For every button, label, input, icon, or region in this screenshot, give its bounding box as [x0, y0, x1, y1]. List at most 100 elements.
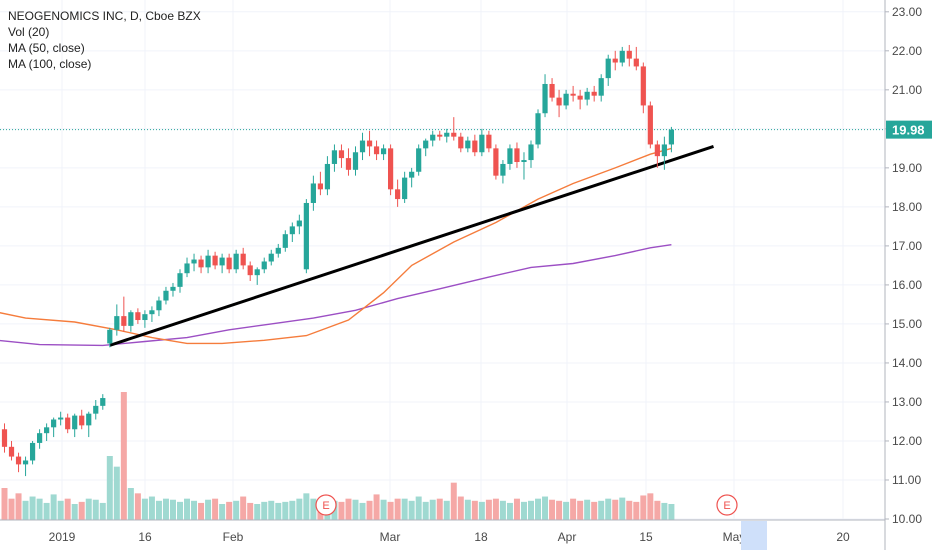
- y-tick-label: 16.00: [892, 278, 922, 292]
- candle-body: [654, 144, 660, 157]
- volume-bar: [338, 501, 345, 520]
- candle-body: [423, 140, 429, 149]
- volume-bar: [408, 500, 415, 520]
- volume-bar: [282, 501, 289, 520]
- candle-body: [598, 78, 604, 96]
- candle: [661, 136, 667, 170]
- candle-body: [577, 95, 583, 100]
- candle-body: [345, 158, 352, 170]
- candle-body: [15, 456, 22, 465]
- candle: [549, 78, 555, 102]
- volume-bar: [513, 498, 520, 520]
- legend-ma100: MA (100, close): [8, 57, 92, 71]
- volume-bar: [8, 498, 15, 520]
- x-tick-label: Apr: [558, 530, 577, 544]
- candle-body: [388, 148, 394, 190]
- candle: [409, 167, 415, 188]
- earnings-label: E: [723, 500, 730, 512]
- candle: [107, 327, 113, 348]
- volume-bar: [373, 494, 380, 520]
- volume-bar: [352, 499, 359, 520]
- volume-bar: [429, 499, 436, 520]
- candle-body: [444, 132, 450, 137]
- candle-body: [479, 134, 485, 153]
- candle-body: [626, 50, 632, 59]
- candle-body: [395, 189, 401, 200]
- legend-ma50: MA (50, close): [8, 41, 85, 55]
- candle-body: [451, 132, 457, 137]
- candle-body: [373, 146, 380, 155]
- volume-bar: [584, 499, 591, 520]
- volume-bar: [485, 499, 492, 520]
- candle: [177, 269, 183, 293]
- candle: [79, 409, 85, 430]
- legend-volume: Vol (20): [8, 25, 50, 39]
- volume-bar: [570, 498, 577, 520]
- candle: [345, 148, 352, 176]
- candle: [486, 130, 492, 153]
- candle: [121, 296, 127, 332]
- candle-body: [254, 269, 260, 276]
- volume-bar: [240, 496, 247, 520]
- candle-body: [240, 253, 246, 266]
- volume-bar: [345, 498, 352, 520]
- candle: [170, 282, 176, 297]
- candle-body: [430, 134, 436, 141]
- last-price-text: 19.98: [892, 123, 925, 138]
- volume-bar: [57, 500, 64, 520]
- candle-body: [668, 129, 674, 145]
- candle: [366, 130, 373, 157]
- candle: [563, 89, 569, 110]
- candle: [626, 44, 632, 67]
- volume-bar: [43, 502, 50, 520]
- candle: [37, 429, 43, 449]
- candle-body: [640, 66, 646, 106]
- candle-body: [493, 148, 499, 176]
- volume-bar: [640, 495, 647, 520]
- candle: [605, 54, 611, 86]
- y-tick-label: 10.00: [892, 512, 922, 526]
- volume-bar: [457, 496, 464, 520]
- volume-bar: [303, 493, 310, 520]
- candles: [1, 44, 674, 477]
- candle: [591, 85, 597, 102]
- candle-body: [514, 148, 520, 163]
- y-tick-label: 11.00: [892, 473, 921, 487]
- candle: [149, 306, 155, 322]
- volume-bar: [212, 498, 219, 520]
- candle-body: [472, 140, 478, 153]
- volume-bar: [612, 499, 619, 520]
- volume-bar: [387, 501, 394, 520]
- candle-body: [226, 257, 232, 270]
- candle-body: [317, 183, 323, 190]
- candle: [528, 140, 534, 168]
- x-tick-label: 20: [836, 530, 850, 544]
- volume-bar: [205, 499, 212, 520]
- candle: [458, 132, 464, 153]
- earnings-circle: [315, 494, 337, 516]
- candle-body: [72, 415, 78, 430]
- volume-bar: [64, 498, 71, 520]
- candle-body: [282, 234, 288, 248]
- legend-symbol: NEOGENOMICS INC, D, Cboe BZX: [8, 9, 201, 23]
- y-tick-label: 23.00: [892, 5, 922, 19]
- volume-bar: [401, 498, 408, 520]
- candle-body: [184, 263, 190, 274]
- candle-body: [100, 398, 106, 406]
- candle-body: [542, 83, 548, 114]
- time-range-highlight: [741, 521, 767, 550]
- volume-bar: [36, 498, 43, 520]
- candle: [65, 413, 71, 434]
- candle: [86, 411, 92, 438]
- volume-bar: [591, 501, 598, 520]
- x-tick-label: Mar: [380, 530, 401, 544]
- candle: [402, 171, 408, 203]
- candle: [668, 126, 674, 153]
- candle: [577, 89, 583, 110]
- candle-body: [535, 113, 541, 145]
- y-tick-label: 22.00: [892, 44, 922, 58]
- volume-bar: [219, 504, 226, 520]
- candle: [640, 62, 646, 114]
- candle: [58, 411, 64, 426]
- candle: [282, 230, 288, 252]
